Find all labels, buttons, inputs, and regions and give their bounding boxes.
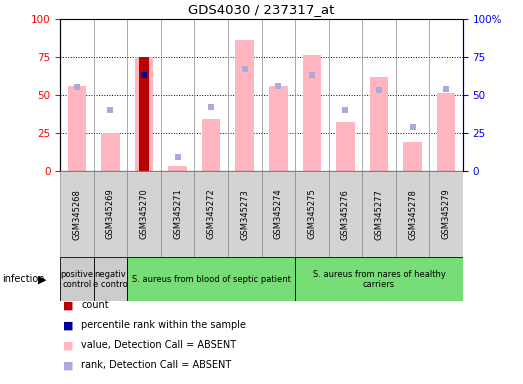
Bar — [94, 257, 127, 301]
Bar — [101, 133, 120, 171]
Bar — [429, 171, 463, 257]
Bar — [362, 171, 396, 257]
Bar — [262, 171, 295, 257]
Text: ■: ■ — [63, 340, 73, 350]
Bar — [370, 76, 388, 171]
Text: GSM345276: GSM345276 — [341, 189, 350, 240]
Title: GDS4030 / 237317_at: GDS4030 / 237317_at — [188, 3, 335, 16]
Bar — [235, 40, 254, 171]
Text: GSM345278: GSM345278 — [408, 189, 417, 240]
Bar — [328, 171, 362, 257]
Text: count: count — [81, 300, 109, 310]
Text: rank, Detection Call = ABSENT: rank, Detection Call = ABSENT — [81, 360, 231, 370]
Text: GSM345273: GSM345273 — [240, 189, 249, 240]
Bar — [195, 171, 228, 257]
Bar — [228, 171, 262, 257]
Bar — [168, 166, 187, 171]
Text: GSM345275: GSM345275 — [308, 189, 316, 240]
Bar — [140, 57, 149, 171]
Text: ▶: ▶ — [38, 274, 46, 285]
Text: ■: ■ — [63, 300, 73, 310]
Bar — [127, 171, 161, 257]
Bar — [269, 86, 288, 171]
Bar — [303, 55, 321, 171]
Text: GSM345268: GSM345268 — [72, 189, 82, 240]
Bar — [161, 171, 195, 257]
Text: infection: infection — [3, 274, 45, 285]
Bar — [127, 257, 295, 301]
Bar — [60, 171, 94, 257]
Bar — [202, 119, 220, 171]
Bar — [67, 86, 86, 171]
Bar — [336, 122, 355, 171]
Text: S. aureus from nares of healthy
carriers: S. aureus from nares of healthy carriers — [313, 270, 446, 289]
Text: S. aureus from blood of septic patient: S. aureus from blood of septic patient — [132, 275, 291, 284]
Bar — [295, 257, 463, 301]
Bar — [403, 142, 422, 171]
Text: GSM345271: GSM345271 — [173, 189, 182, 240]
Text: GSM345270: GSM345270 — [140, 189, 149, 240]
Text: GSM345279: GSM345279 — [441, 189, 451, 240]
Bar — [396, 171, 429, 257]
Text: positive
control: positive control — [60, 270, 94, 289]
Bar — [135, 57, 153, 171]
Text: GSM345277: GSM345277 — [374, 189, 383, 240]
Text: negativ
e contro: negativ e contro — [93, 270, 128, 289]
Bar — [437, 93, 456, 171]
Text: value, Detection Call = ABSENT: value, Detection Call = ABSENT — [81, 340, 236, 350]
Text: GSM345272: GSM345272 — [207, 189, 215, 240]
Text: percentile rank within the sample: percentile rank within the sample — [81, 320, 246, 330]
Bar — [295, 171, 328, 257]
Bar — [94, 171, 127, 257]
Text: ■: ■ — [63, 360, 73, 370]
Text: ■: ■ — [63, 320, 73, 330]
Text: GSM345274: GSM345274 — [274, 189, 283, 240]
Text: GSM345269: GSM345269 — [106, 189, 115, 240]
Bar — [60, 257, 94, 301]
